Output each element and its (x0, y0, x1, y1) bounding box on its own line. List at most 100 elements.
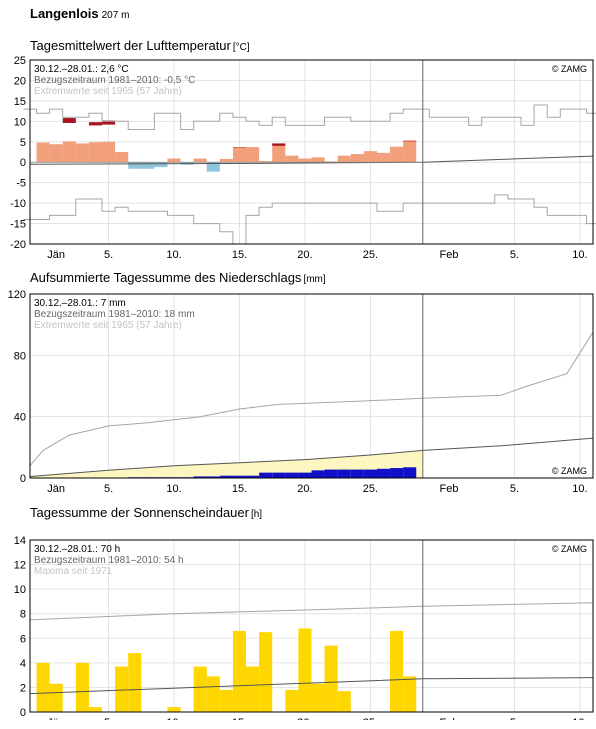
x-month-label: Feb (439, 483, 458, 495)
temp-bar (259, 160, 273, 163)
sunshine-bar (246, 666, 260, 712)
sunshine-bar (232, 630, 247, 712)
y-tick-label: 0 (20, 473, 26, 485)
precip-bar (193, 476, 207, 478)
plot-frame (29, 59, 594, 245)
legend-line-2: Bezugszeitraum 1981–2010: 54 h (34, 555, 184, 566)
temperature-title-text: Tagesmittelwert der Lufttemperatur (30, 38, 231, 53)
y-tick-label: -20 (10, 239, 26, 251)
y-tick-label: 0 (20, 157, 26, 169)
x-tick-label: 25. (363, 717, 378, 720)
temp-bar-above-normal (232, 147, 247, 148)
precip-bar (219, 475, 233, 478)
sunshine-bar (311, 683, 325, 712)
y-tick-label: 0 (20, 707, 26, 719)
x-tick-label: 15. (232, 483, 247, 495)
legend-line-2: Bezugszeitraum 1981–2010: -0,5 °C (34, 75, 195, 86)
y-tick-label: -5 (16, 178, 26, 190)
precipitation-title: Aufsummierte Tagessumme des Niederschlag… (30, 270, 326, 285)
zamg-credit: © ZAMG (552, 544, 587, 554)
temp-bar (298, 158, 312, 163)
precip-bar (350, 469, 364, 478)
temp-bar (272, 145, 286, 163)
y-tick-label: 25 (14, 55, 26, 67)
temp-bar (167, 158, 181, 163)
x-tick-label: 15. (232, 249, 247, 260)
plot-frame (29, 293, 594, 479)
precip-bar (390, 468, 404, 478)
temp-bar (62, 141, 76, 163)
temp-bar (311, 157, 325, 163)
sunshine-bar (298, 628, 312, 712)
precipitation-title-text: Aufsummierte Tagessumme des Niederschlag… (30, 270, 302, 285)
x-tick-label: 10. (572, 717, 587, 720)
legend-line-1: 30.12.–28.01.: 70 h (34, 544, 120, 555)
temp-bar (324, 161, 338, 163)
temp-bar (49, 144, 63, 163)
x-tick-label: 5. (104, 249, 113, 260)
y-tick-label: 40 (14, 412, 26, 424)
legend-line-2: Bezugszeitraum 1981–2010: 18 mm (34, 309, 195, 320)
sunshine-bar (36, 662, 50, 712)
y-tick-label: 12 (14, 560, 26, 572)
record-max-line (23, 104, 596, 130)
x-tick-label: 20. (297, 717, 312, 720)
station-name: Langenlois (30, 6, 99, 21)
x-tick-label: 15. (232, 717, 247, 720)
precipitation-chart: 0 40 80 120 Jän Feb 5. 10. 15. 20. 25. 5. 10. 30.12.–… (8, 289, 594, 495)
y-tick-label: 6 (20, 633, 26, 645)
temperature-chart: -20 -15 -10 -5 0 5 10 15 20 25 Jän Feb 5. 10. 15. 20. 25… (10, 55, 596, 260)
precip-bar (376, 468, 391, 478)
x-month-label: Jän (47, 249, 65, 260)
y-tick-label: 5 (20, 137, 26, 149)
sunshine-title: Tagessumme der Sonnenscheindauer [h] (30, 505, 262, 520)
sunshine-bar (193, 666, 207, 712)
sunshine-title-text: Tagessumme der Sonnenscheindauer (30, 505, 249, 520)
sunshine-bar (49, 683, 63, 712)
x-tick-label: 20. (297, 249, 312, 260)
station-header: Langenlois 207 m (30, 6, 129, 21)
temp-bar (337, 155, 351, 163)
plot-frame (29, 539, 594, 713)
record-max-line (29, 332, 594, 467)
temp-bar (141, 162, 155, 169)
temp-bar (36, 142, 50, 163)
sunshine-bar (75, 662, 89, 712)
sunshine-bar (206, 676, 220, 712)
x-tick-label: 5. (510, 483, 519, 495)
legend-line-3: Extremwerte seit 1965 (57 Jahre) (34, 320, 182, 331)
x-tick-label: 25. (363, 249, 378, 260)
precip-bar (272, 472, 286, 478)
precip-bar (311, 470, 325, 478)
x-month-label: Jän (47, 483, 65, 495)
sunshine-chart: 0 2 4 6 8 10 12 14 Jän Feb 5. 10. 15. 20. 25. 5. 10. 30.1… (14, 535, 594, 720)
x-tick-label: 20. (297, 483, 312, 495)
temp-bar (102, 141, 116, 163)
x-tick-label: 10. (572, 249, 587, 260)
temp-bar (193, 158, 207, 163)
precip-bar (285, 472, 299, 478)
temp-bar (75, 143, 89, 163)
sunshine-bar (88, 707, 103, 712)
y-tick-label: 8 (20, 609, 26, 621)
climate-mean-line (29, 155, 594, 165)
station-elevation: 207 m (101, 10, 130, 21)
temp-bar (376, 152, 391, 163)
temp-bar (350, 154, 364, 163)
temp-bar (206, 162, 220, 172)
x-tick-label: 10. (166, 483, 181, 495)
y-tick-label: 15 (14, 96, 26, 108)
x-tick-label: 10. (166, 717, 181, 720)
record-max-line (29, 602, 594, 621)
temp-bar (88, 142, 103, 163)
temp-record-mark (272, 143, 286, 146)
precip-bar (206, 476, 220, 478)
sunshine-bar (219, 689, 233, 712)
temp-bar (246, 147, 260, 163)
precip-bar (232, 475, 247, 478)
zamg-credit: © ZAMG (552, 64, 587, 74)
temp-bar (232, 147, 247, 163)
precip-bar (298, 472, 312, 478)
precip-bar (246, 475, 260, 478)
y-tick-label: -15 (10, 219, 26, 231)
